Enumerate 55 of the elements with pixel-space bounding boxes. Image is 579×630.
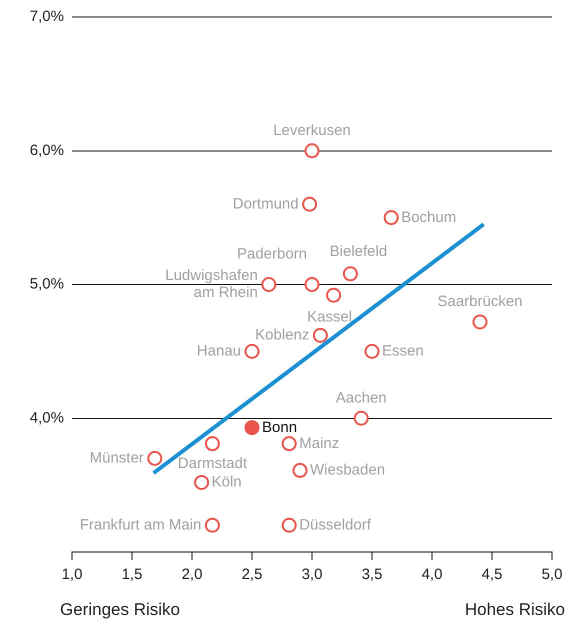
y-tick-label: 5,0% [30,276,64,293]
point [147,450,162,466]
annotation: Kassel [307,308,352,326]
point [364,344,380,359]
annotation: Bochum [401,208,456,226]
point [302,196,318,212]
point [244,420,260,436]
annotation: Essen [382,342,424,360]
annotation: Frankfurt am Main [80,516,202,534]
point [342,266,358,282]
point [312,328,328,343]
point [194,474,210,490]
point [282,518,297,533]
y-tick-label: 4,0% [30,409,64,426]
point [472,314,488,330]
x-tick-label: 1,5 [122,566,142,584]
x-tick-label: 1,0 [62,566,82,584]
annotation: Paderborn [236,246,308,263]
annotation: Münster [90,450,144,467]
annotation: Ludwigshafen am Rhein [165,267,258,302]
text: Hohes Risiko [464,600,565,620]
annotation: Koblenz [255,326,310,344]
point [282,436,297,452]
annotation: Köln [212,474,242,491]
point [304,143,320,158]
annotation: Düsseldorf [299,516,372,534]
annotation: Wiesbaden [310,462,386,479]
point [261,277,276,292]
point [244,344,260,359]
x-tick-label: 5,0 [542,566,562,584]
point [354,410,369,426]
point [204,436,220,452]
annotation: Leverkusen [273,122,351,139]
annotation: Bielefeld [330,242,388,260]
x-tick-label: 3,0 [302,566,322,584]
x-tick-label: 3,5 [362,566,382,584]
text: Geringes Risiko [60,600,180,620]
x-tick-label: 2,5 [242,566,262,584]
point [304,277,320,292]
x-tick-label: 4,5 [482,566,502,584]
annotation: Darmstadt [178,454,248,472]
x-tick-label: 2,0 [182,566,202,584]
annotation: Saarbrücken [437,293,523,310]
point [292,462,308,478]
annotation: Bonn [262,418,298,436]
y-tick-label: 7,0% [30,8,64,26]
point [384,210,399,226]
point [326,288,342,303]
x-tick-label: 4,0 [422,566,442,584]
annotation: Hanau [196,342,241,360]
annotation: Mainz [299,434,340,452]
point [204,518,220,533]
annotation: Dortmund [232,195,299,212]
y-tick-label: 6,0% [30,142,64,159]
annotation: Aachen [336,389,387,406]
